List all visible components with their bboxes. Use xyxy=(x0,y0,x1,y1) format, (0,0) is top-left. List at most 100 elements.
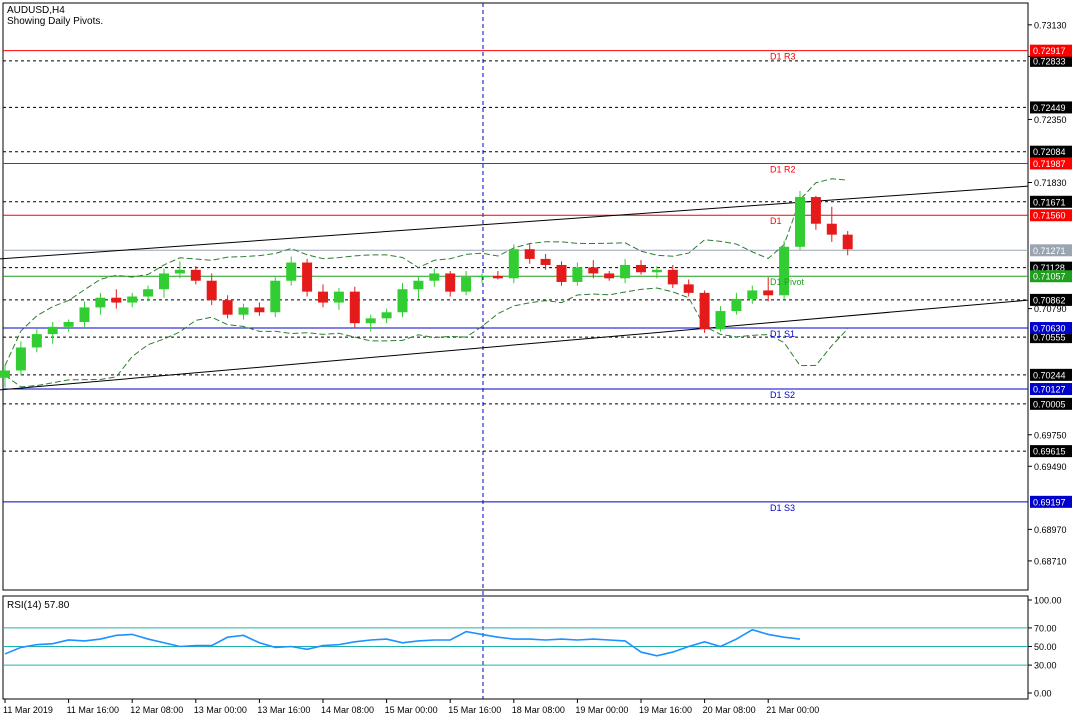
pivot-name-label: D1 S2 xyxy=(770,390,795,400)
pivot-name-label: D1 Pivot xyxy=(770,277,805,287)
candle-body xyxy=(461,277,472,292)
rsi-tick-label: 30.00 xyxy=(1034,661,1057,671)
level-price-box xyxy=(1030,101,1072,114)
candle-body xyxy=(174,269,185,274)
time-tick-label: 18 Mar 08:00 xyxy=(512,705,565,715)
candle-body xyxy=(413,280,424,290)
candle-body xyxy=(0,370,10,378)
candle-body xyxy=(731,298,742,312)
level-price-label: 0.72833 xyxy=(1033,56,1066,66)
rsi-tick-label: 50.00 xyxy=(1034,642,1057,652)
time-tick-label: 13 Mar 16:00 xyxy=(257,705,310,715)
rsi-label: RSI(14) 57.80 xyxy=(7,600,70,611)
pivot-price-box xyxy=(1030,383,1072,396)
candle-body xyxy=(715,311,726,330)
candle-body xyxy=(556,264,567,282)
time-axis: 11 Mar 2019 11 Mar 16:00 12 Mar 08:00 13 Ma… xyxy=(3,699,819,715)
price-axis: 0.731300.728700.723500.718300.707900.697… xyxy=(1028,20,1072,566)
level-price-box xyxy=(1030,145,1072,158)
candle-body xyxy=(254,307,265,313)
pivot-price-box xyxy=(1030,495,1072,508)
symbol-title: AUDUSD,H4 xyxy=(7,5,65,16)
level-price-label: 0.70244 xyxy=(1033,370,1066,380)
rsi-tick-label: 100.00 xyxy=(1034,596,1062,606)
rsi-panel-frame xyxy=(2,595,1029,700)
time-tick-label: 15 Mar 16:00 xyxy=(448,705,501,715)
level-price-label: 0.72084 xyxy=(1033,147,1066,157)
candle-body xyxy=(238,307,249,315)
candle-body xyxy=(810,197,821,224)
candle-body xyxy=(429,273,440,281)
level-price-box xyxy=(1030,368,1072,381)
candle-body xyxy=(31,334,42,348)
rsi-line xyxy=(4,628,801,657)
candle-body xyxy=(620,264,631,279)
trendlines xyxy=(0,185,1029,391)
upper-band xyxy=(4,178,848,366)
candle-body xyxy=(572,267,583,282)
candle-body xyxy=(286,262,297,281)
level-price-label: 0.70005 xyxy=(1033,399,1066,409)
pivot-price-label: 0.72917 xyxy=(1033,46,1066,56)
main-chart-frame xyxy=(2,2,1029,591)
candle-body xyxy=(127,296,138,303)
candle-body xyxy=(795,197,805,247)
level-price-label: 0.71671 xyxy=(1033,197,1066,207)
price-tick-label: 0.70790 xyxy=(1034,304,1067,314)
pivot-price-box xyxy=(1030,44,1072,57)
pivot-price-label: 0.71560 xyxy=(1033,211,1066,221)
candle-body xyxy=(651,269,662,273)
candle-body xyxy=(477,275,487,278)
candle-body xyxy=(381,312,392,319)
pivot-name-label: D1 S1 xyxy=(770,329,795,339)
candle-body xyxy=(270,280,281,313)
candle-body xyxy=(222,300,233,315)
price-tick-label: 0.68710 xyxy=(1034,556,1067,566)
level-price-label: 0.70862 xyxy=(1033,295,1066,305)
rsi-indicator: 100.00 70.00 50.00 30.00 0.00 xyxy=(3,596,1062,699)
candle-body xyxy=(636,264,646,273)
time-tick-label: 19 Mar 16:00 xyxy=(639,705,692,715)
time-tick-label: 13 Mar 00:00 xyxy=(194,705,247,715)
time-tick-label: 19 Mar 00:00 xyxy=(575,705,628,715)
rsi-tick-label: 70.00 xyxy=(1034,623,1057,633)
indicator-bands xyxy=(4,178,849,388)
price-tick-label: 0.69490 xyxy=(1034,462,1067,472)
candle-body xyxy=(79,307,90,322)
time-tick-label: 14 Mar 08:00 xyxy=(321,705,374,715)
candle-body xyxy=(365,318,376,324)
pivot-name-label: D1 R2 xyxy=(770,164,796,174)
pivots-subtitle: Showing Daily Pivots. xyxy=(7,16,103,27)
candle-body xyxy=(747,290,758,299)
level-price-box xyxy=(1030,195,1072,208)
level-price-label: 0.70555 xyxy=(1033,333,1066,343)
candle-body xyxy=(540,258,551,265)
current-price-label: 0.71271 xyxy=(1033,246,1066,256)
level-price-box xyxy=(1030,54,1072,67)
candle-body xyxy=(604,273,615,279)
time-tick-label: 11 Mar 16:00 xyxy=(67,705,119,715)
trendline-upper-channel xyxy=(0,185,1029,260)
candle-body xyxy=(524,249,535,259)
level-price-box xyxy=(1030,445,1072,458)
time-tick-label: 20 Mar 08:00 xyxy=(703,705,756,715)
pivot-names: D1 R3 D1 R2 D1 D1 Pivot D1 S1 D1 S2 D1 S3 xyxy=(770,52,805,513)
candle-body xyxy=(699,292,710,330)
candle-body xyxy=(349,291,360,324)
candle-body xyxy=(47,326,58,335)
candle-body xyxy=(190,269,201,281)
candle-body xyxy=(763,290,774,296)
candle-body xyxy=(588,267,599,274)
candle-body xyxy=(95,297,106,308)
pivot-price-label: 0.70630 xyxy=(1033,324,1066,334)
lower-band xyxy=(4,287,849,388)
candle-body xyxy=(826,223,837,235)
level-price-label: 0.72449 xyxy=(1033,103,1066,113)
level-price-label: 0.69615 xyxy=(1033,447,1066,457)
candle-body xyxy=(318,291,328,303)
pivot-price-label: 0.69197 xyxy=(1033,497,1066,507)
pivot-name-label: D1 R3 xyxy=(770,52,796,62)
pivot-price-box xyxy=(1030,157,1072,170)
trendline-lower-channel xyxy=(0,299,1029,391)
